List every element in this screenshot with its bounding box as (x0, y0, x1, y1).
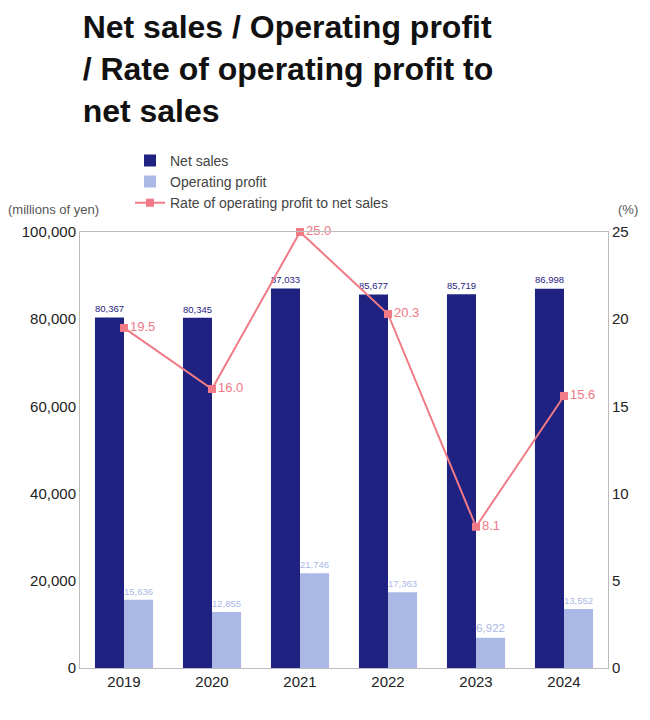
svg-text:15,636: 15,636 (124, 586, 153, 597)
svg-text:80,367: 80,367 (95, 303, 124, 314)
svg-text:2019: 2019 (107, 673, 140, 690)
svg-text:19.5: 19.5 (130, 319, 155, 334)
svg-text:2020: 2020 (195, 673, 228, 690)
svg-text:86,998: 86,998 (535, 274, 564, 285)
svg-text:0: 0 (68, 659, 76, 676)
svg-text:Net sales / Operating profit/: Net sales / Operating profit/ Rate of op… (83, 9, 494, 128)
svg-text:Operating profit: Operating profit (170, 174, 267, 190)
svg-text:5: 5 (612, 572, 620, 589)
svg-text:10: 10 (612, 485, 629, 502)
svg-text:21,746: 21,746 (300, 559, 329, 570)
svg-text:25.0: 25.0 (306, 223, 331, 238)
svg-text:15.6: 15.6 (570, 387, 595, 402)
svg-text:(millions of yen): (millions of yen) (8, 202, 99, 217)
svg-text:Rate of operating profit to ne: Rate of operating profit to net sales (170, 195, 388, 211)
svg-text:12,855: 12,855 (212, 598, 241, 609)
svg-text:Net sales: Net sales (170, 153, 228, 169)
svg-text:13,552: 13,552 (564, 595, 593, 606)
svg-text:40,000: 40,000 (30, 485, 76, 502)
svg-text:8.1: 8.1 (482, 518, 500, 533)
svg-text:2024: 2024 (547, 673, 580, 690)
svg-text:20: 20 (612, 310, 629, 327)
svg-text:2021: 2021 (283, 673, 316, 690)
svg-text:80,345: 80,345 (183, 304, 212, 315)
svg-text:20,000: 20,000 (30, 572, 76, 589)
svg-text:25: 25 (612, 223, 629, 240)
svg-text:17,363: 17,363 (388, 578, 417, 589)
svg-text:60,000: 60,000 (30, 398, 76, 415)
svg-text:2022: 2022 (371, 673, 404, 690)
svg-text:20.3: 20.3 (394, 305, 419, 320)
svg-text:15: 15 (612, 398, 629, 415)
svg-text:85,719: 85,719 (447, 280, 476, 291)
svg-text:87,033: 87,033 (271, 274, 300, 285)
svg-text:16.0: 16.0 (218, 380, 243, 395)
svg-text:0: 0 (612, 659, 620, 676)
svg-text:80,000: 80,000 (30, 310, 76, 327)
svg-text:85,677: 85,677 (359, 280, 388, 291)
svg-text:100,000: 100,000 (22, 223, 76, 240)
svg-text:(%): (%) (618, 202, 638, 217)
svg-text:6,922: 6,922 (476, 622, 505, 634)
svg-text:2023: 2023 (459, 673, 492, 690)
